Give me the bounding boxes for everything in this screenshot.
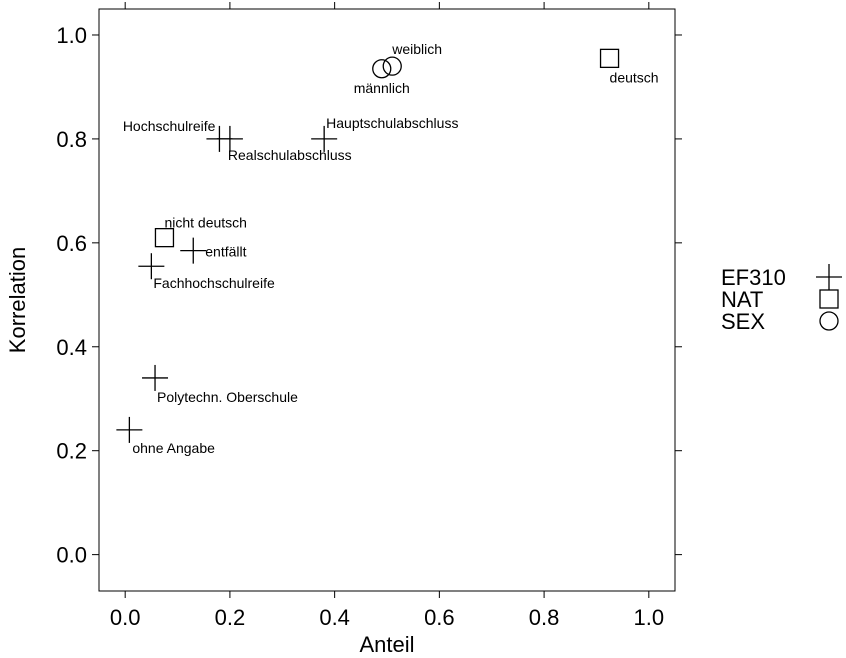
x-tick-label: 0.4 [319,605,350,630]
legend-label-nat: NAT [721,287,763,312]
sex-point [382,56,402,76]
x-tick-label: 0.6 [424,605,455,630]
ef310-point [142,364,169,391]
ef310-point [116,416,143,443]
x-tick-label: 1.0 [634,605,665,630]
legend-marker-sex [819,311,839,331]
point-label: Polytechn. Oberschule [157,389,298,405]
point-label: männlich [354,80,410,96]
ef310-point [138,253,165,280]
ef310-point [180,237,207,264]
data-points: Hochschulreife Realschulabschluss Hauptsch… [116,41,659,456]
point-label: weiblich [391,41,442,57]
y-tick-label: 0.6 [56,231,87,256]
point-label: deutsch [610,69,659,85]
axis-ticks: 0.0 0.2 0.4 0.6 0.8 1.0 0.0 0.2 0.4 0.6 0.8 1.0 [56,2,682,630]
x-tick-label: 0.0 [110,605,141,630]
nat-point [599,48,620,69]
ef310-point [311,125,338,152]
point-label: Realschulabschluss [228,147,352,163]
legend-label-sex: SEX [721,309,765,334]
plot-frame [98,8,676,592]
x-tick-label: 0.2 [215,605,246,630]
sex-point [372,59,392,79]
y-tick-label: 0.8 [56,127,87,152]
ef310-point [216,125,243,152]
legend-label-ef310: EF310 [721,265,786,290]
legend-marker-nat [819,289,839,309]
point-label: Fachhochschulreife [153,275,275,291]
x-axis-title: Anteil [359,632,414,657]
y-axis-title: Korrelation [5,247,30,353]
point-label: Hauptschulabschluss [326,115,458,131]
point-label: Hochschulreife [123,118,216,134]
point-label: entfällt [205,244,246,260]
nat-point [154,227,175,248]
y-tick-label: 0.4 [56,335,87,360]
y-tick-label: 1.0 [56,23,87,48]
x-tick-label: 0.8 [529,605,560,630]
point-label: ohne Angabe [132,440,215,456]
y-tick-label: 0.2 [56,439,87,464]
legend-marker-ef310 [816,264,842,290]
point-label: nicht deutsch [164,215,247,231]
y-tick-label: 0.0 [56,543,87,568]
